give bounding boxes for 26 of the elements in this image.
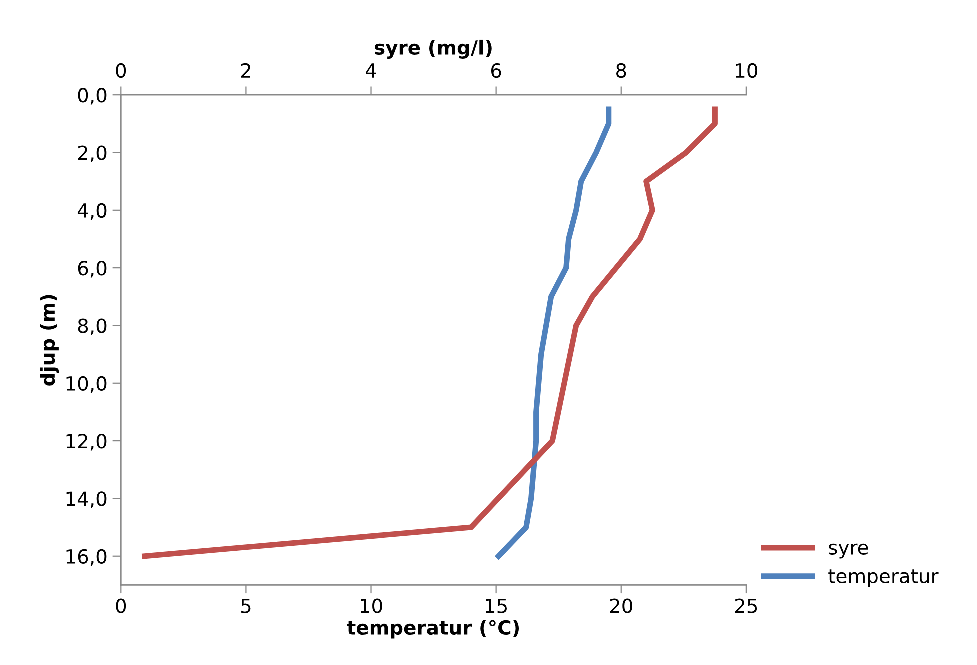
y-tick-label: 2,0 bbox=[78, 146, 107, 162]
x-tick-label: 25 bbox=[735, 598, 758, 614]
x2-tick-label: 8 bbox=[616, 63, 626, 78]
x2-tick-label: 10 bbox=[736, 63, 758, 78]
x-tick-label: 10 bbox=[361, 598, 382, 614]
y-tick-label: 12,0 bbox=[66, 434, 107, 451]
x2-axis-title: syre (mg/l) bbox=[375, 40, 492, 59]
x2-tick-label: 2 bbox=[241, 63, 250, 78]
y-tick-label: 0,0 bbox=[78, 88, 107, 105]
y-tick-label: 14,0 bbox=[66, 492, 107, 508]
x-tick-label: 0 bbox=[116, 598, 126, 614]
x-axis-title: temperatur (°C) bbox=[347, 620, 520, 639]
x2-tick-label: 6 bbox=[491, 63, 502, 78]
x-tick-label: 20 bbox=[610, 598, 632, 614]
y-tick-label: 10,0 bbox=[66, 376, 107, 394]
x-tick-label: 15 bbox=[486, 598, 507, 614]
y-tick-label: 4,0 bbox=[78, 203, 107, 220]
legend-label: temperatur bbox=[828, 570, 939, 588]
legend-label: syre bbox=[829, 544, 868, 559]
y-axis-title: djup (m) bbox=[40, 295, 60, 386]
x-tick-label: 5 bbox=[242, 598, 251, 614]
x2-tick-label: 0 bbox=[116, 63, 126, 78]
x2-tick-label: 4 bbox=[366, 64, 376, 78]
y-tick-label: 8,0 bbox=[78, 318, 107, 336]
y-tick-label: 6,0 bbox=[78, 261, 107, 278]
y-tick-label: 16,0 bbox=[66, 549, 107, 566]
